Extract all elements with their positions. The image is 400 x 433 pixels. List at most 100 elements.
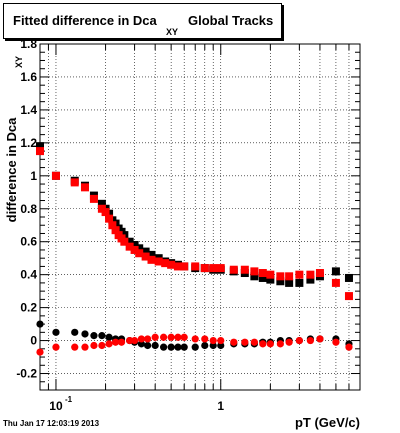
data-point-square — [266, 270, 275, 279]
data-point-circle — [81, 330, 89, 338]
data-point-circle — [71, 343, 79, 351]
data-point-square — [344, 292, 353, 301]
data-point-circle — [117, 338, 126, 346]
data-point-square — [135, 249, 144, 258]
data-point-square — [105, 214, 114, 223]
axis-ticks — [39, 43, 361, 391]
data-point-circle — [201, 341, 209, 350]
data-point-circle — [180, 333, 188, 341]
data-point-circle — [81, 343, 89, 351]
data-point-square — [276, 277, 285, 286]
data-point-square — [147, 250, 156, 259]
data-point-square — [306, 270, 315, 279]
data-point-square — [89, 194, 98, 203]
data-point-square — [295, 270, 304, 279]
data-point-circle — [105, 340, 113, 348]
data-point-square — [161, 259, 170, 268]
data-point-circle — [276, 340, 284, 348]
data-point-circle — [151, 341, 159, 350]
data-point-square — [101, 208, 110, 217]
data-point-square — [191, 262, 200, 271]
data-point-square — [180, 262, 189, 271]
x-tick-label: 10 — [49, 399, 63, 413]
data-point-square — [130, 245, 139, 254]
chart-title-subscript: XY — [166, 27, 179, 37]
data-point-square — [80, 183, 89, 192]
data-point-circle — [137, 340, 146, 348]
data-point-square — [344, 273, 353, 282]
data-point-square — [111, 226, 120, 235]
data-point-circle — [209, 336, 217, 345]
data-point-square — [167, 260, 176, 269]
y-tick-label: 0.8 — [20, 202, 37, 216]
data-point-circle — [36, 320, 44, 328]
data-point-circle — [201, 335, 209, 343]
data-point-circle — [126, 336, 134, 345]
data-point-square — [331, 278, 340, 287]
data-point-square — [135, 244, 144, 253]
data-point-square — [125, 242, 134, 251]
data-point-square — [276, 272, 285, 281]
title-box: Fitted difference in Dca XY Global Track… — [3, 3, 282, 39]
data-point-square — [147, 255, 156, 264]
data-point-square — [130, 241, 139, 250]
data-point-square — [250, 272, 259, 281]
chart-title: Fitted difference in Dca — [13, 13, 157, 28]
data-point-circle — [241, 338, 249, 346]
data-point-square — [216, 264, 225, 273]
data-point-circle — [111, 338, 120, 346]
data-points — [36, 142, 353, 356]
data-point-square — [51, 171, 60, 180]
data-point-square — [250, 267, 259, 276]
series-3 — [36, 333, 353, 356]
data-point-circle — [191, 343, 199, 351]
data-point-circle — [36, 348, 44, 356]
y-tick-label: 1.8 — [20, 37, 37, 51]
data-point-square — [258, 273, 267, 282]
data-point-square — [315, 269, 324, 278]
data-point-circle — [259, 340, 267, 348]
data-point-circle — [217, 341, 225, 350]
y-tick-label: 1.2 — [20, 136, 37, 150]
tick-labels: -0.2 0 0.2 0.4 0.6 0.8 1 1.2 1.4 1.6 1.8 10 -1 1 — [16, 37, 224, 413]
data-point-circle — [144, 341, 152, 350]
x-tick-label: 1 — [217, 399, 224, 413]
data-point-square — [200, 264, 209, 273]
data-point-circle — [191, 335, 199, 343]
data-point-square — [154, 257, 163, 266]
data-point-circle — [167, 333, 175, 341]
x-tick-label-exponent: -1 — [65, 395, 73, 404]
data-point-circle — [174, 343, 182, 351]
data-point-circle — [217, 336, 225, 345]
x-axis-label: pT (GeV/c) — [295, 415, 360, 430]
y-axis-label-subscript: XY — [14, 56, 24, 68]
data-point-circle — [151, 333, 159, 341]
data-point-circle — [144, 335, 152, 343]
data-point-circle — [266, 340, 274, 348]
data-point-square — [306, 275, 315, 284]
data-point-circle — [345, 343, 353, 351]
data-point-square — [141, 247, 150, 256]
y-tick-label: 0.2 — [20, 301, 37, 315]
data-point-square — [240, 265, 249, 274]
data-point-square — [258, 269, 267, 278]
y-tick-label: 1.4 — [20, 103, 37, 117]
y-tick-label: 1.6 — [20, 70, 37, 84]
data-point-square — [266, 275, 275, 284]
data-point-square — [331, 267, 340, 276]
data-point-circle — [285, 338, 293, 346]
data-point-square — [70, 178, 79, 187]
data-point-circle — [332, 338, 340, 346]
data-point-circle — [98, 341, 106, 350]
data-point-circle — [160, 333, 168, 341]
data-point-circle — [98, 332, 106, 340]
data-point-square — [173, 262, 182, 271]
data-point-circle — [105, 333, 113, 341]
y-tick-label: 0 — [30, 334, 37, 348]
data-point-circle — [230, 338, 238, 346]
data-point-circle — [174, 333, 182, 341]
y-axis-label-group: difference in Dca XY — [4, 56, 24, 222]
data-point-square — [120, 237, 129, 246]
data-point-circle — [180, 343, 188, 351]
